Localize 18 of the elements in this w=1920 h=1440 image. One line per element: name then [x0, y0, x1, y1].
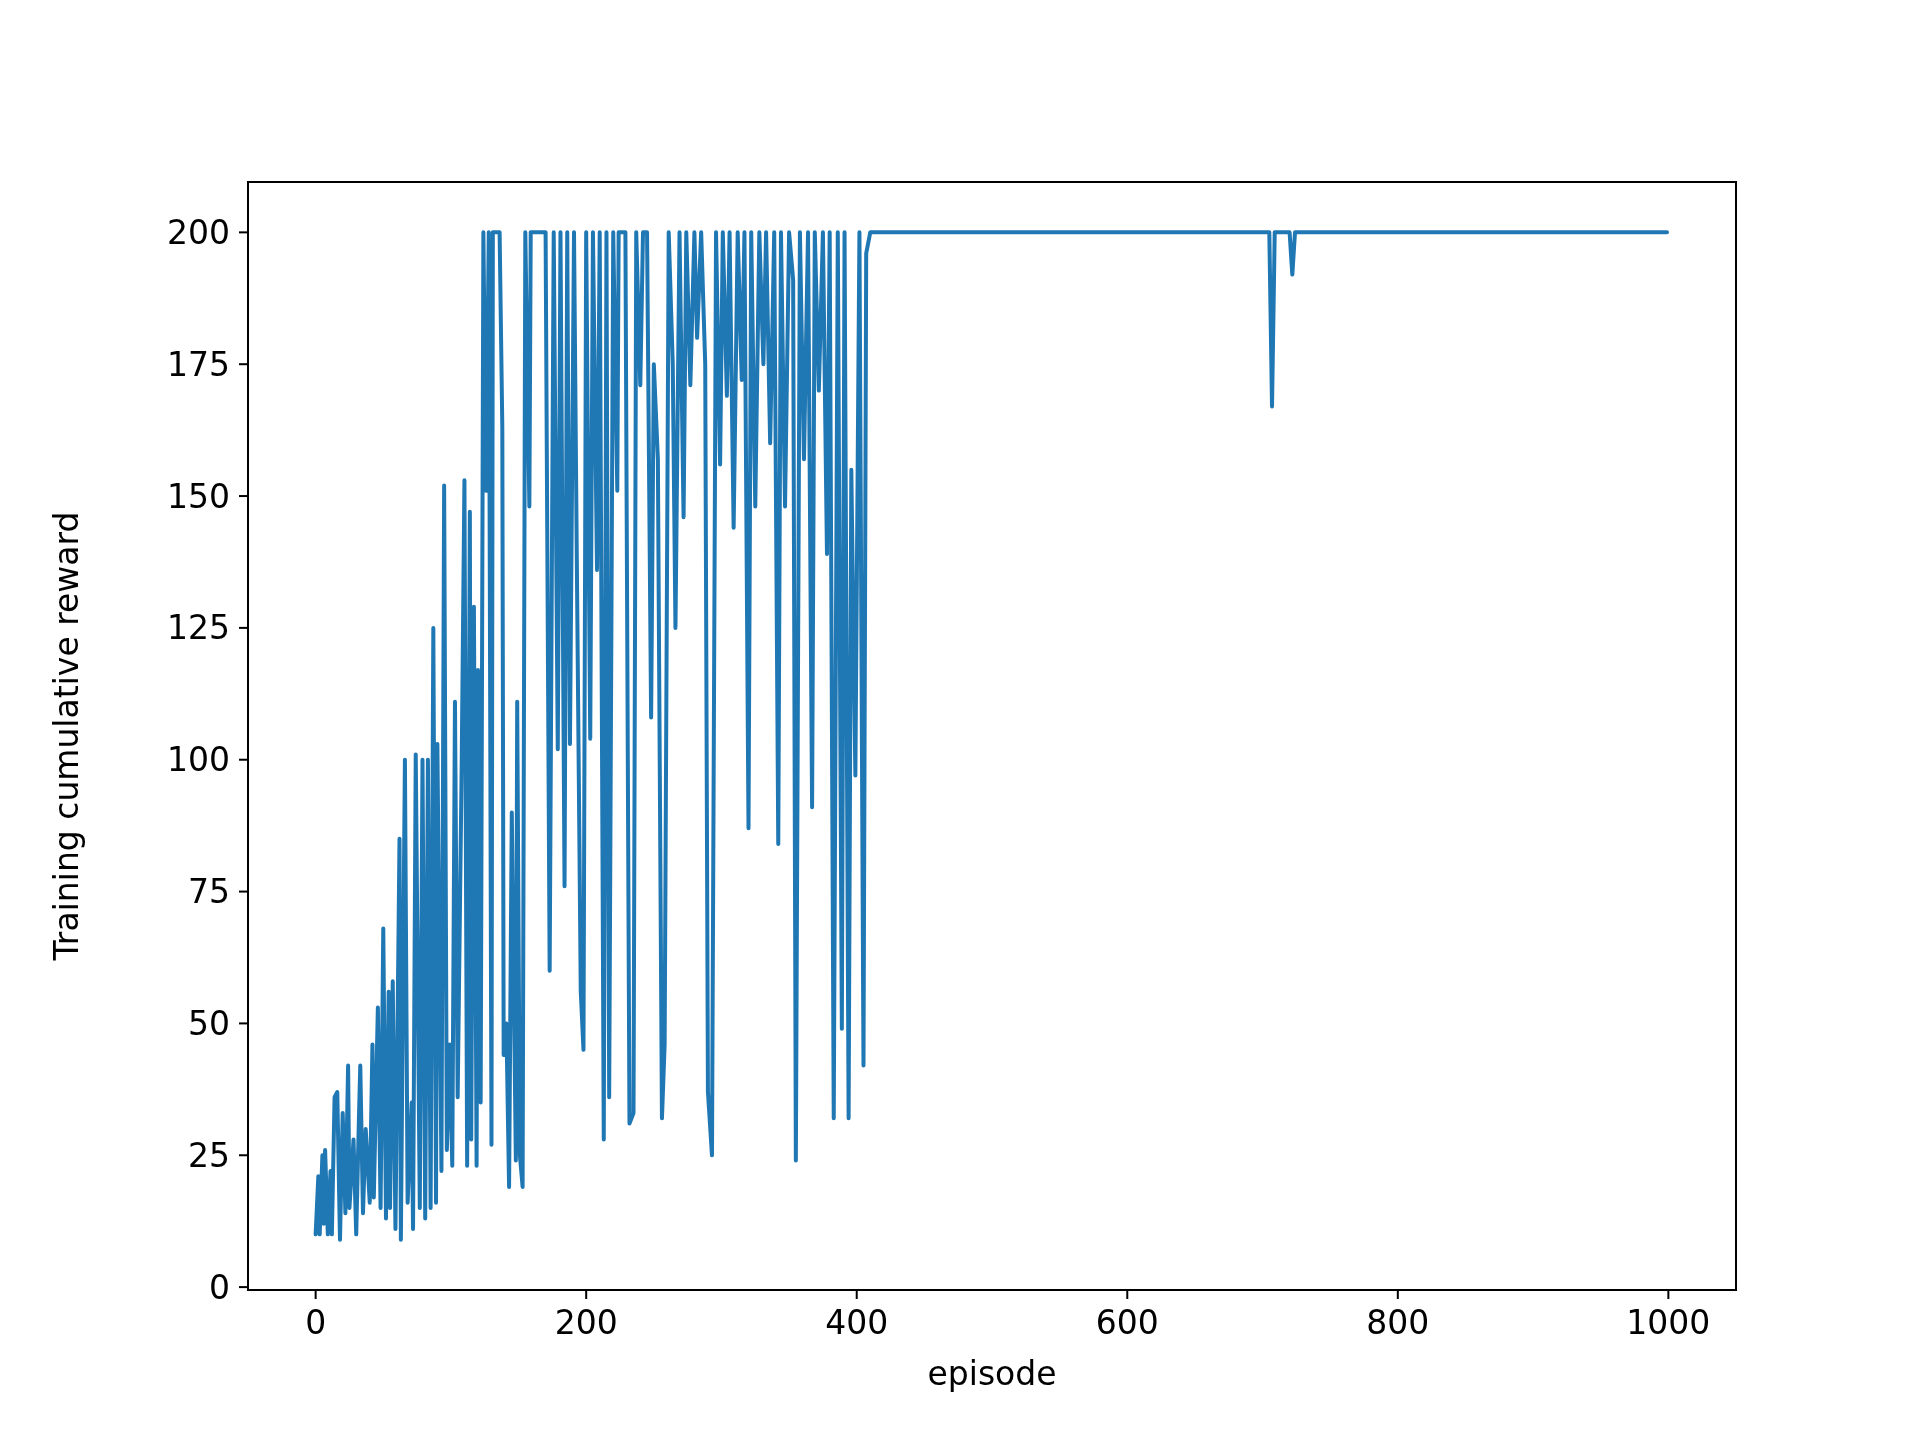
- y-tick-label: 150: [167, 476, 230, 516]
- x-tick-label: 0: [305, 1303, 327, 1342]
- y-tick-label: 125: [167, 608, 230, 648]
- x-tick-label: 1000: [1626, 1303, 1711, 1342]
- y-tick-label: 175: [167, 344, 230, 384]
- line-series: [313, 230, 1670, 1242]
- y-tick-label: 50: [188, 1003, 230, 1043]
- x-axis-title: episode: [927, 1354, 1057, 1393]
- y-tick-label: 75: [188, 872, 230, 912]
- y-tick-label: 100: [167, 740, 230, 780]
- x-tick-label: 400: [825, 1303, 889, 1342]
- x-tick-label: 200: [554, 1303, 618, 1342]
- y-tick-label: 200: [167, 212, 230, 252]
- y-tick-label: 25: [188, 1135, 230, 1175]
- y-tick-label: 0: [209, 1267, 230, 1307]
- x-tick-label: 800: [1366, 1303, 1430, 1342]
- y-axis-title: Training cumulative reward: [47, 511, 86, 962]
- x-tick-label: 600: [1095, 1303, 1159, 1342]
